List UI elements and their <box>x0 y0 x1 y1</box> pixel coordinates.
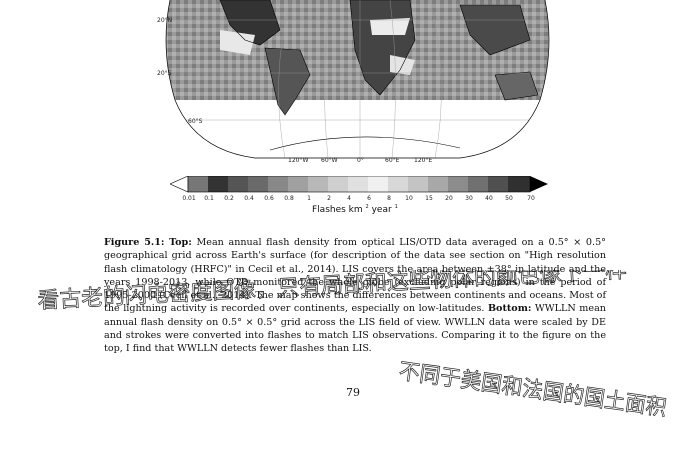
colorbar-tick: 20 <box>445 195 453 202</box>
colorbar-ticks: 0.01 0.1 0.2 0.4 0.6 0.8 1 2 4 6 8 10 15… <box>182 195 542 205</box>
flash-density-map <box>160 0 555 165</box>
caption-text-top: Mean annual flash density from optical L… <box>104 237 606 315</box>
colorbar-tick: 0.01 <box>182 195 196 202</box>
colorbar-tick: 0.4 <box>244 195 254 202</box>
lon-label: 60°E <box>385 157 400 164</box>
colorbar-tick: 2 <box>327 195 331 202</box>
colorbar-tick: 6 <box>367 195 371 202</box>
lat-label: 60°S <box>188 118 203 125</box>
colorbar-tick: 0.2 <box>224 195 234 202</box>
colorbar-tick: 70 <box>527 195 535 202</box>
caption-bottom-label: Bottom: <box>487 303 532 315</box>
caption-text-bottom: WWLLN mean annual flash density on 0.5° … <box>104 303 606 355</box>
colorbar-tick: 4 <box>347 195 351 202</box>
caption-label: Figure 5.1: <box>104 237 165 248</box>
colorbar-tick: 0.1 <box>204 195 214 202</box>
figure-caption: Figure 5.1: Top: Mean annual flash densi… <box>104 236 606 356</box>
lat-label: 20°N <box>157 17 173 24</box>
colorbar-tick: 0.6 <box>264 195 274 202</box>
lon-label: 0° <box>357 157 364 164</box>
colorbar-tick: 15 <box>425 195 433 202</box>
colorbar-tick: 0.8 <box>284 195 294 202</box>
colorbar-tick: 10 <box>405 195 413 202</box>
colorbar-tick: 1 <box>307 195 311 202</box>
colorbar-label: Flashes km 2 year 1 <box>312 204 398 215</box>
colorbar-tick: 30 <box>465 195 473 202</box>
colorbar-tick: 8 <box>387 195 391 202</box>
colorbar <box>170 176 548 193</box>
page-number: 79 <box>346 386 360 399</box>
lon-label: 120°W <box>288 157 309 164</box>
colorbar-tick: 50 <box>505 195 513 202</box>
lon-label: 60°W <box>321 157 338 164</box>
lon-label: 120°E <box>414 157 433 164</box>
colorbar-tick: 40 <box>485 195 493 202</box>
lat-label: 20°S <box>157 70 172 77</box>
caption-top-label: Top: <box>169 237 192 248</box>
annotation-line-2: 不同于美国和法国的国土面积 <box>397 359 668 421</box>
